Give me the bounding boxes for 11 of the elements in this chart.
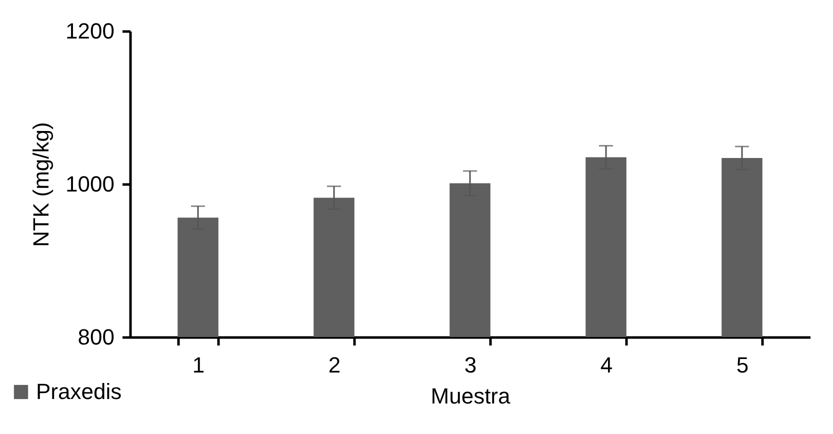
x-tick-label: 1 bbox=[192, 352, 205, 378]
x-tick-label: 2 bbox=[328, 352, 341, 378]
y-axis-title: NTK (mg/kg) bbox=[28, 122, 54, 247]
y-tick-label: 1200 bbox=[66, 18, 114, 44]
y-tick-label: 800 bbox=[78, 324, 114, 350]
x-tick-label: 4 bbox=[600, 352, 613, 378]
x-tick-label: 5 bbox=[736, 352, 749, 378]
legend-label: Praxedis bbox=[36, 379, 122, 404]
x-tick-label: 3 bbox=[464, 352, 477, 378]
y-tick-label: 1000 bbox=[66, 172, 114, 196]
x-axis-title: Muestra bbox=[430, 384, 511, 408]
